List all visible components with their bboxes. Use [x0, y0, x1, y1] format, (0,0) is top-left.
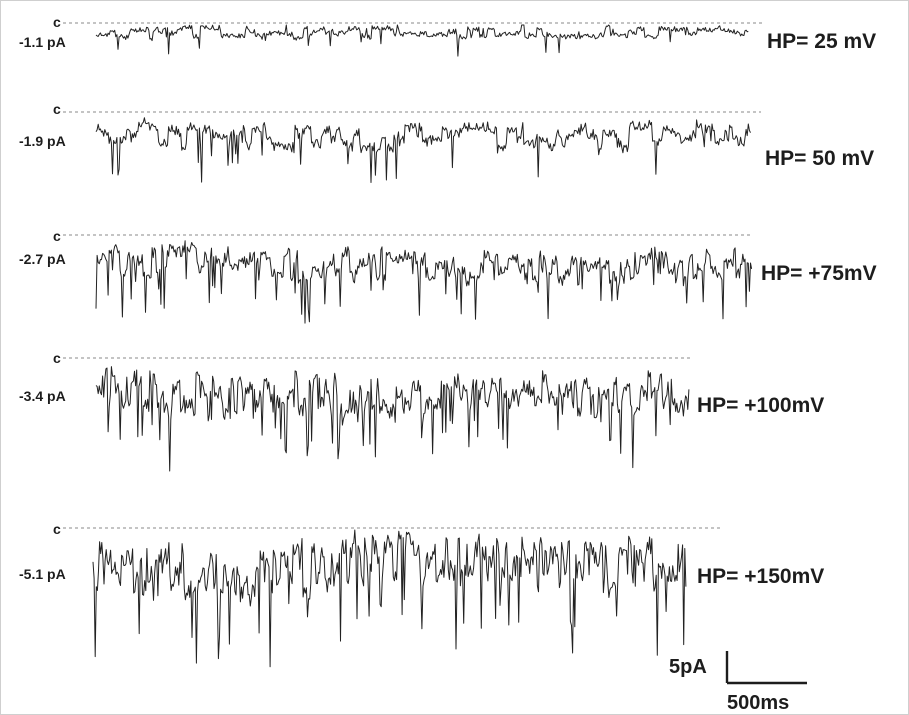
amplitude-label-4: -3.4 pA	[19, 388, 66, 404]
closed-level-label: c	[53, 14, 61, 30]
closed-level-label: c	[53, 228, 61, 244]
closed-level-label: c	[53, 350, 61, 366]
holding-potential-label-4: HP= +100mV	[697, 394, 824, 417]
scale-bar: 5pA 500ms	[669, 651, 807, 714]
closed-level-label: c	[53, 101, 61, 117]
amplitude-label-3: -2.7 pA	[19, 251, 66, 267]
traces-layer	[63, 22, 763, 668]
holding-potential-label-3: HP= +75mV	[761, 262, 877, 285]
closed-level-label: c	[53, 521, 61, 537]
current-trace-2	[95, 117, 751, 183]
amplitude-label-5: -5.1 pA	[19, 566, 66, 582]
scale-bar-time-label: 500ms	[727, 692, 789, 714]
amplitude-label-2: -1.9 pA	[19, 133, 66, 149]
holding-potential-label-2: HP= 50 mV	[765, 147, 874, 170]
current-trace-5	[92, 529, 687, 668]
current-trace-4	[95, 366, 690, 472]
holding-potential-label-5: HP= +150mV	[697, 565, 824, 588]
current-trace-1	[95, 24, 749, 57]
scale-bar-current-label: 5pA	[669, 656, 707, 678]
holding-potential-label-1: HP= 25 mV	[767, 30, 876, 53]
labels-layer: c -1.1 pA HP= 25 mV c -1.9 pA HP= 50 mV …	[19, 14, 877, 588]
amplitude-label-1: -1.1 pA	[19, 34, 66, 50]
current-trace-3	[95, 240, 753, 324]
